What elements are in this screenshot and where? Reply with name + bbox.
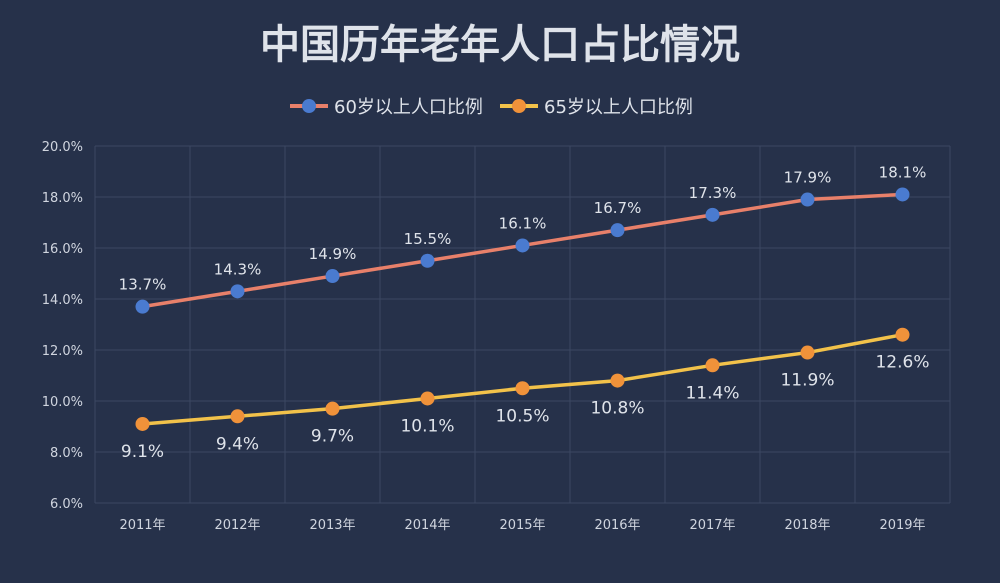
data-label: 14.3% (214, 260, 262, 278)
data-label: 16.7% (594, 199, 642, 217)
x-tick-label: 2018年 (784, 518, 830, 533)
series: 13.7% 14.3% 14.9% 15.5% 16.1% 16.7% 17.3% 17.9%… (119, 163, 930, 462)
x-tick-label: 2017年 (689, 518, 735, 533)
data-label: 10.5% (495, 406, 549, 426)
data-point (230, 284, 245, 299)
x-tick-label: 2019年 (879, 518, 925, 533)
x-tick-label: 2015年 (499, 518, 545, 533)
x-tick-label: 2011年 (119, 518, 165, 533)
data-point (800, 345, 815, 360)
y-tick-label: 14.0% (42, 293, 83, 308)
data-label: 13.7% (119, 276, 167, 294)
data-label: 9.7% (311, 427, 354, 447)
legend-label-1: 60岁以上人口比例 (334, 97, 483, 118)
data-point (800, 192, 815, 207)
grid (94, 145, 951, 504)
data-point (895, 187, 910, 202)
y-tick-label: 6.0% (50, 497, 83, 512)
data-point (325, 269, 340, 284)
data-label: 16.1% (499, 214, 547, 232)
data-label: 9.1% (121, 442, 164, 462)
data-label: 17.9% (784, 169, 832, 187)
y-tick-label: 8.0% (50, 446, 83, 461)
x-tick-label: 2013年 (309, 518, 355, 533)
data-point (895, 327, 910, 342)
legend-marker-1 (302, 99, 316, 113)
data-label: 11.9% (780, 371, 834, 391)
data-point (420, 391, 435, 406)
x-tick-label: 2016年 (594, 518, 640, 533)
data-point (230, 409, 245, 424)
data-label: 18.1% (879, 163, 927, 181)
data-point (135, 416, 150, 431)
data-label: 10.8% (590, 399, 644, 419)
data-label: 10.1% (400, 416, 454, 436)
data-point (610, 223, 625, 238)
y-tick-label: 16.0% (42, 242, 83, 257)
data-label: 12.6% (875, 353, 929, 373)
data-label: 17.3% (689, 184, 737, 202)
y-tick-label: 10.0% (42, 395, 83, 410)
data-label: 9.4% (216, 434, 259, 454)
y-tick-label: 18.0% (42, 191, 83, 206)
chart-title: 中国历年老年人口占比情况 (260, 22, 740, 68)
data-point (420, 253, 435, 268)
data-label: 11.4% (685, 383, 739, 403)
y-tick-label: 20.0% (42, 140, 83, 155)
data-point (515, 381, 530, 396)
data-point (705, 358, 720, 373)
data-label: 15.5% (404, 230, 452, 248)
x-tick-label: 2014年 (404, 518, 450, 533)
data-point (705, 207, 720, 222)
data-label: 14.9% (309, 245, 357, 263)
legend-marker-2 (512, 99, 526, 113)
data-point (325, 401, 340, 416)
legend-label-2: 65岁以上人口比例 (544, 97, 693, 118)
data-point (610, 373, 625, 388)
data-point (135, 299, 150, 314)
axes: 6.0% 8.0% 10.0% 12.0% 14.0% 16.0% 18.0% 20.0% 20… (42, 140, 926, 533)
legend: 60岁以上人口比例 65岁以上人口比例 (290, 97, 693, 118)
data-point (515, 238, 530, 253)
x-tick-label: 2012年 (214, 518, 260, 533)
y-tick-label: 12.0% (42, 344, 83, 359)
